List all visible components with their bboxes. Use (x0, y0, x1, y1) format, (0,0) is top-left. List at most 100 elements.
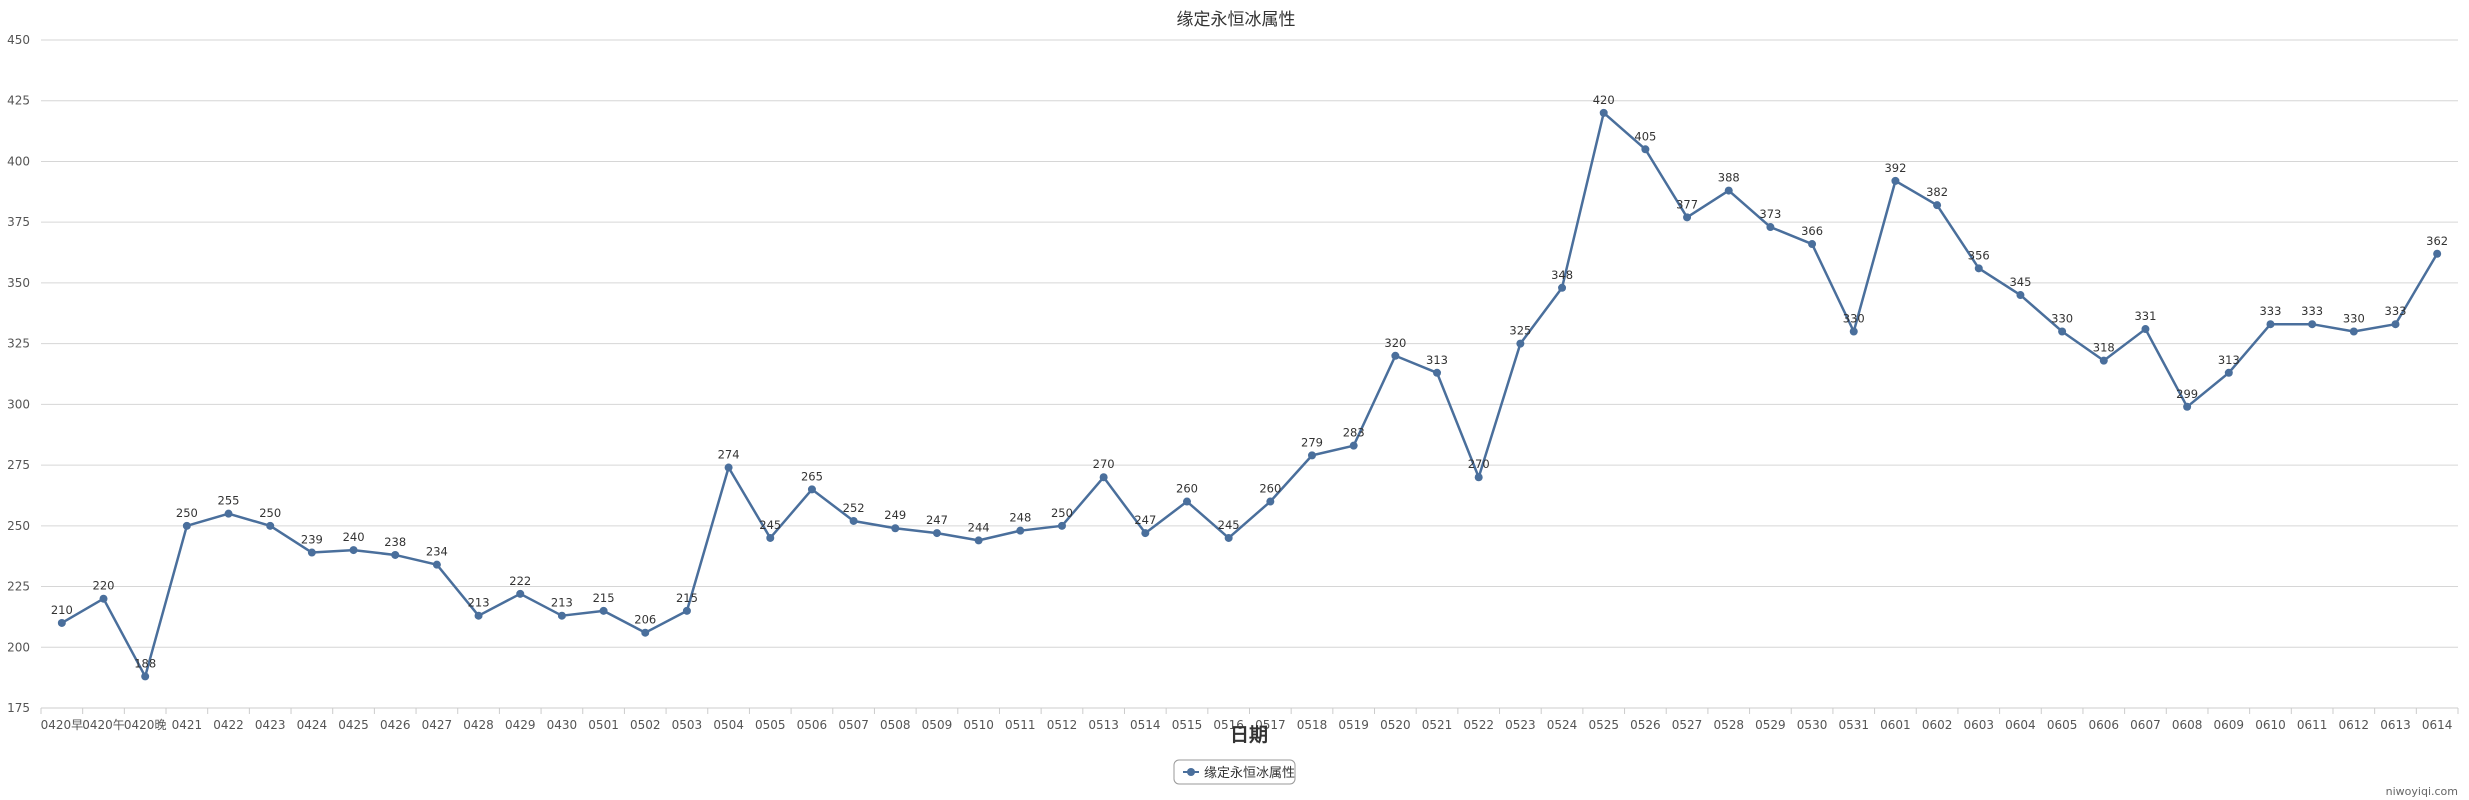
legend[interactable]: 缘定永恒冰属性 (1173, 759, 1296, 785)
data-label-0610: 333 (2259, 304, 2281, 318)
data-point-0531 (1849, 327, 1858, 336)
data-point-0515 (1182, 497, 1191, 506)
y-tick-label-450: 450 (7, 33, 30, 47)
y-tick-label-225: 225 (7, 580, 30, 594)
data-label-0614: 362 (2426, 234, 2448, 248)
data-point-0604 (2016, 291, 2025, 300)
data-point-0602 (1933, 201, 1942, 210)
data-point-0513 (1099, 473, 1108, 482)
data-point-0516 (1224, 533, 1233, 542)
data-point-0608 (2183, 402, 2192, 411)
data-label-0427: 234 (426, 545, 448, 559)
data-point-0420午 (99, 594, 108, 603)
series-line (60, 111, 2439, 678)
data-point-0519 (1349, 441, 1358, 450)
chart-title: 缘定永恒冰属性 (1177, 10, 1296, 30)
data-point-0514 (1141, 529, 1150, 538)
data-point-0510 (974, 536, 983, 545)
x-tick-label-0529: 0529 (1755, 718, 1786, 732)
data-point-0426 (391, 550, 400, 559)
data-label-0524: 348 (1551, 268, 1573, 282)
x-tick-label-0508: 0508 (880, 718, 911, 732)
data-label-0602: 382 (1926, 185, 1948, 199)
data-label-0609: 313 (2218, 353, 2240, 367)
x-tick-label-0515: 0515 (1172, 718, 1203, 732)
x-axis-tick-labels: 0420早 0420午 0420晚 0421 0422 0423 0424 0425 0426 0… (41, 718, 2453, 732)
x-tick-label-0601: 0601 (1880, 718, 1911, 732)
data-point-0427 (432, 560, 441, 569)
x-tick-label-0606: 0606 (2089, 718, 2120, 732)
x-tick-label-0421: 0421 (172, 718, 203, 732)
data-point-0523 (1516, 339, 1525, 348)
data-label-0515: 260 (1176, 482, 1198, 496)
x-tick-label-0524: 0524 (1547, 718, 1578, 732)
x-tick-label-0604: 0604 (2005, 718, 2036, 732)
data-label-0518: 279 (1301, 435, 1323, 449)
data-point-0610 (2266, 320, 2275, 329)
x-tick-label-0422: 0422 (213, 718, 244, 732)
y-tick-label-375: 375 (7, 215, 30, 229)
x-tick-label-0420晚: 0420晚 (124, 718, 167, 732)
data-label-0606: 318 (2093, 341, 2115, 355)
data-point-0506 (807, 485, 816, 494)
x-tick-label-0430: 0430 (547, 718, 578, 732)
data-label-0426: 238 (384, 535, 406, 549)
data-label-0508: 249 (884, 508, 906, 522)
x-tick-label-0518: 0518 (1297, 718, 1328, 732)
x-tick-label-0531: 0531 (1838, 718, 1869, 732)
x-tick-label-0503: 0503 (672, 718, 703, 732)
data-label-0425: 240 (343, 530, 365, 544)
data-label-0421: 250 (176, 506, 198, 520)
data-label-0420早: 210 (51, 603, 73, 617)
x-tick-label-0424: 0424 (297, 718, 328, 732)
x-tick-label-0520: 0520 (1380, 718, 1411, 732)
data-label-0429: 222 (509, 574, 531, 588)
data-label-0601: 392 (1884, 161, 1906, 175)
data-label-0513: 270 (1093, 457, 1115, 471)
data-point-0423 (266, 521, 275, 530)
data-point-0420晚 (141, 672, 150, 681)
data-point-0611 (2308, 320, 2317, 329)
data-label-0613: 333 (2385, 304, 2407, 318)
data-label-0523: 325 (1509, 324, 1531, 338)
y-axis-tick-labels: 175 200 225 250 275 300 325 350 375 400 425 450 (7, 33, 30, 715)
x-tick-label-0509: 0509 (922, 718, 953, 732)
data-point-0607 (2141, 325, 2150, 334)
x-tick-label-0510: 0510 (963, 718, 994, 732)
data-point-0529 (1766, 223, 1775, 232)
watermark: niwoyiqi.com (2386, 785, 2458, 798)
data-point-0504 (724, 463, 733, 472)
data-label-0506: 265 (801, 469, 823, 483)
y-tick-label-425: 425 (7, 94, 30, 108)
x-tick-label-0527: 0527 (1672, 718, 1703, 732)
x-tick-label-0512: 0512 (1047, 718, 1078, 732)
y-tick-label-250: 250 (7, 519, 30, 533)
x-tick-label-0506: 0506 (797, 718, 828, 732)
legend-box (1173, 759, 1296, 785)
y-tick-label-275: 275 (7, 458, 30, 472)
x-tick-label-0521: 0521 (1422, 718, 1453, 732)
x-tick-label-0420午: 0420午 (82, 718, 125, 732)
data-label-0517: 260 (1259, 482, 1281, 496)
data-label-0514: 247 (1134, 513, 1156, 527)
data-point-0526 (1641, 145, 1650, 154)
data-label-0502: 206 (634, 613, 656, 627)
y-tick-label-200: 200 (7, 640, 30, 654)
data-point-0428 (474, 611, 483, 620)
series-points (57, 108, 2442, 681)
data-point-0425 (349, 546, 358, 555)
data-label-0608: 299 (2176, 387, 2198, 401)
data-point-0527 (1683, 213, 1692, 222)
data-label-0531: 330 (1843, 311, 1865, 325)
data-point-0509 (932, 529, 941, 538)
x-tick-label-0611: 0611 (2297, 718, 2328, 732)
data-label-0603: 356 (1968, 248, 1990, 262)
data-point-0422 (224, 509, 233, 518)
y-tick-label-175: 175 (7, 701, 30, 715)
data-point-0525 (1599, 108, 1608, 117)
data-point-0517 (1266, 497, 1275, 506)
x-tick-label-0519: 0519 (1338, 718, 1369, 732)
data-label-0526: 405 (1634, 129, 1656, 143)
x-tick-label-0425: 0425 (338, 718, 369, 732)
data-point-0421 (182, 521, 191, 530)
